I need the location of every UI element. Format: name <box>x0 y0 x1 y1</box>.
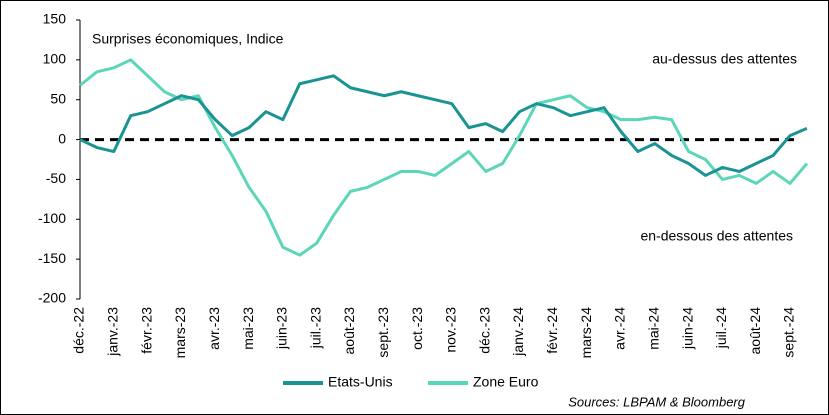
y-tick-label: 150 <box>43 11 67 27</box>
x-tick-label: févr.-23 <box>138 307 154 354</box>
y-tick-label: -200 <box>38 290 66 306</box>
x-tick-label: déc.-23 <box>476 307 492 354</box>
x-tick-label: avr.-24 <box>612 307 628 350</box>
x-tick-label: nov.-23 <box>443 307 459 353</box>
x-tick-label: févr.-24 <box>544 307 560 354</box>
y-tick-label: 0 <box>58 130 66 146</box>
x-tick-label: août-24 <box>747 307 763 355</box>
x-tick-label: avr.-23 <box>206 307 222 350</box>
x-tick-label: janv.-24 <box>510 307 526 357</box>
x-tick-label: sept.-24 <box>781 307 797 358</box>
x-tick-label: sept.-23 <box>375 307 391 358</box>
y-tick-label: 100 <box>43 51 67 67</box>
annotation: au-dessus des attentes <box>652 51 797 67</box>
x-tick-label: oct.-23 <box>409 307 425 350</box>
x-tick-label: janv.-23 <box>105 307 121 357</box>
series-line <box>79 74 808 177</box>
annotation: en-dessous des attentes <box>640 228 793 244</box>
x-tick-label: juin-24 <box>679 307 695 350</box>
x-tick-label: mars-23 <box>172 307 188 359</box>
y-tick-label: -100 <box>38 210 66 226</box>
chart-title: Surprises économiques, Indice <box>92 31 284 47</box>
x-tick-label: mai-24 <box>645 307 661 350</box>
y-tick-label: -50 <box>46 170 66 186</box>
legend-label: Zone Euro <box>473 374 539 390</box>
source: Sources: LBPAM & Bloomberg <box>568 394 746 409</box>
x-tick-label: juin-23 <box>274 307 290 350</box>
x-tick-label: juil.-23 <box>307 307 323 349</box>
x-tick-label: déc.-22 <box>71 307 87 354</box>
legend-label: Etats-Unis <box>328 374 393 390</box>
y-tick-label: -150 <box>38 250 66 266</box>
x-tick-label: juil.-24 <box>713 307 729 349</box>
x-tick-label: mars-24 <box>578 307 594 359</box>
y-tick-label: 50 <box>50 90 66 106</box>
x-tick-label: mai-23 <box>240 307 256 350</box>
x-tick-label: août-23 <box>341 307 357 355</box>
